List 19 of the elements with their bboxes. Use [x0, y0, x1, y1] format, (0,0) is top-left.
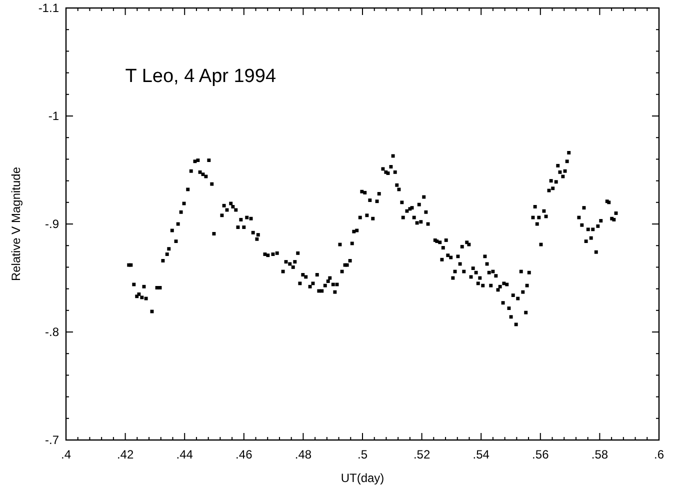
- y-tick-label: -.9: [44, 216, 60, 231]
- text: T Leo, 4 Apr 1994: [125, 66, 276, 87]
- y-tick-label: -.7: [44, 432, 60, 447]
- x-tick-label: .48: [294, 448, 312, 462]
- x-tick-label: .5: [357, 448, 368, 462]
- x-tick-label: .44: [176, 448, 194, 462]
- x-tick-label: .4: [60, 448, 72, 462]
- x-tick-label: .56: [532, 448, 550, 462]
- x-tick-label: .46: [236, 448, 253, 462]
- y-tick-label: -.8: [44, 324, 60, 339]
- y-tick-label: -1.1: [38, 0, 60, 15]
- y-axis-title: Relative V Magnitude: [9, 166, 23, 282]
- y-tick-label: -1: [48, 108, 60, 123]
- x-tick-label: .42: [116, 448, 134, 462]
- x-tick-label: .54: [472, 448, 490, 462]
- x-tick-label: .58: [591, 448, 608, 462]
- x-tick-label: .6: [654, 448, 664, 462]
- x-tick-label: .52: [413, 448, 430, 462]
- x-axis-title: UT(day): [340, 471, 384, 485]
